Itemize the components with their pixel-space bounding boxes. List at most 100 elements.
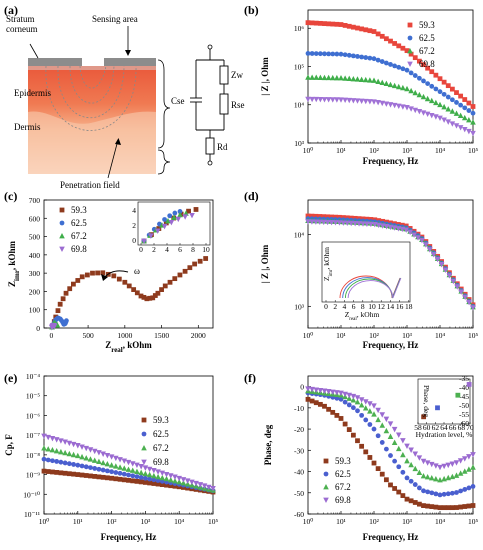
data-point: [334, 97, 340, 103]
data-point: [371, 460, 377, 466]
data-point: [466, 128, 472, 135]
legend-marker: [59, 233, 65, 239]
chart-d: 10⁰ 10¹ 10² 10³ 10⁴ 10⁵ 10³ 10⁴ 0 2 4 6 8 10 12 14 16 18 Z…: [260, 199, 479, 350]
data-point: [445, 106, 452, 112]
data-point: [325, 74, 332, 81]
data-point: [79, 472, 85, 478]
data-point: [421, 503, 426, 509]
data-point: [396, 489, 402, 495]
data-point: [104, 460, 111, 467]
data-point: [316, 219, 323, 226]
data-point: [416, 501, 422, 507]
data-point: [350, 98, 357, 104]
data-point: [159, 482, 165, 488]
data-point: [163, 475, 170, 482]
legend-label: 59.3: [153, 415, 169, 425]
data-point: [313, 400, 319, 406]
data-point: [360, 221, 366, 227]
data-point: [189, 479, 195, 486]
data-point: [96, 474, 102, 480]
x-tick-label: 10³: [402, 517, 413, 526]
data-point: [437, 115, 443, 122]
data-point: [79, 463, 85, 469]
data-point: [309, 51, 315, 56]
data-point: [138, 293, 144, 299]
data-point: [423, 242, 429, 248]
legend-marker: [141, 431, 147, 437]
y-axis-label: | Z |, Ohm: [260, 244, 270, 283]
data-point: [147, 480, 153, 486]
data-point: [326, 406, 332, 412]
data-point: [445, 505, 451, 511]
data-point: [192, 261, 198, 267]
data-point: [392, 63, 398, 69]
data-point: [134, 468, 140, 475]
data-point: [317, 401, 323, 407]
data-point: [84, 272, 90, 278]
data-point: [470, 119, 476, 125]
data-point: [338, 97, 344, 103]
data-point: [387, 224, 394, 231]
data-point: [177, 272, 183, 278]
inset-y-tick-label: -40: [459, 383, 469, 392]
data-point: [62, 470, 68, 476]
data-point: [364, 221, 370, 227]
data-point: [113, 470, 119, 475]
data-point: [104, 452, 111, 459]
label-zw: Zw: [231, 70, 243, 80]
data-point: [342, 391, 348, 398]
x-axis-label: Zreal, kOhm: [105, 340, 152, 354]
label-cse: Cse: [171, 96, 185, 106]
data-point: [395, 432, 402, 438]
data-point: [388, 38, 393, 44]
data-point: [167, 476, 174, 483]
data-point: [396, 64, 402, 70]
data-point: [408, 478, 414, 484]
inset-data-point: [189, 212, 195, 219]
data-point: [387, 81, 394, 88]
data-point: [329, 97, 336, 103]
data-point: [348, 220, 355, 227]
data-point: [109, 475, 114, 481]
data-point: [383, 477, 389, 483]
data-point: [421, 488, 426, 494]
data-point: [425, 81, 431, 87]
data-point: [404, 443, 410, 450]
legend-marker: [59, 220, 65, 226]
data-point: [400, 438, 406, 444]
data-point: [342, 399, 348, 405]
y-tick-label: 700: [29, 196, 41, 205]
dermis-layer: [28, 111, 156, 174]
data-point: [371, 222, 378, 228]
inset-data-point: [162, 217, 167, 222]
x-tick-label: 1500: [154, 331, 169, 340]
data-point: [346, 23, 352, 29]
data-point: [138, 479, 144, 485]
data-point: [354, 76, 361, 82]
data-point: [83, 455, 90, 461]
data-point: [383, 427, 390, 434]
data-point: [329, 389, 336, 395]
data-point: [350, 24, 356, 30]
panel-label-f: (f): [244, 371, 256, 385]
data-point: [383, 101, 390, 107]
inset-data-point: [177, 209, 183, 214]
data-point: [75, 443, 81, 449]
inset-frame: [417, 378, 471, 425]
data-point: [117, 464, 123, 470]
data-point: [159, 287, 164, 292]
data-point: [359, 26, 365, 32]
data-point: [449, 505, 455, 511]
data-point: [457, 470, 464, 476]
data-point: [342, 23, 348, 28]
label-epidermis: Epidermis: [14, 88, 51, 98]
data-point: [470, 484, 476, 489]
data-point: [90, 270, 95, 276]
legend-marker: [407, 48, 413, 54]
data-point: [391, 82, 398, 89]
data-point: [313, 51, 319, 56]
x-tick-label: 10⁵: [468, 331, 479, 340]
data-point: [446, 273, 453, 279]
data-point: [334, 51, 340, 57]
data-point: [449, 473, 456, 480]
